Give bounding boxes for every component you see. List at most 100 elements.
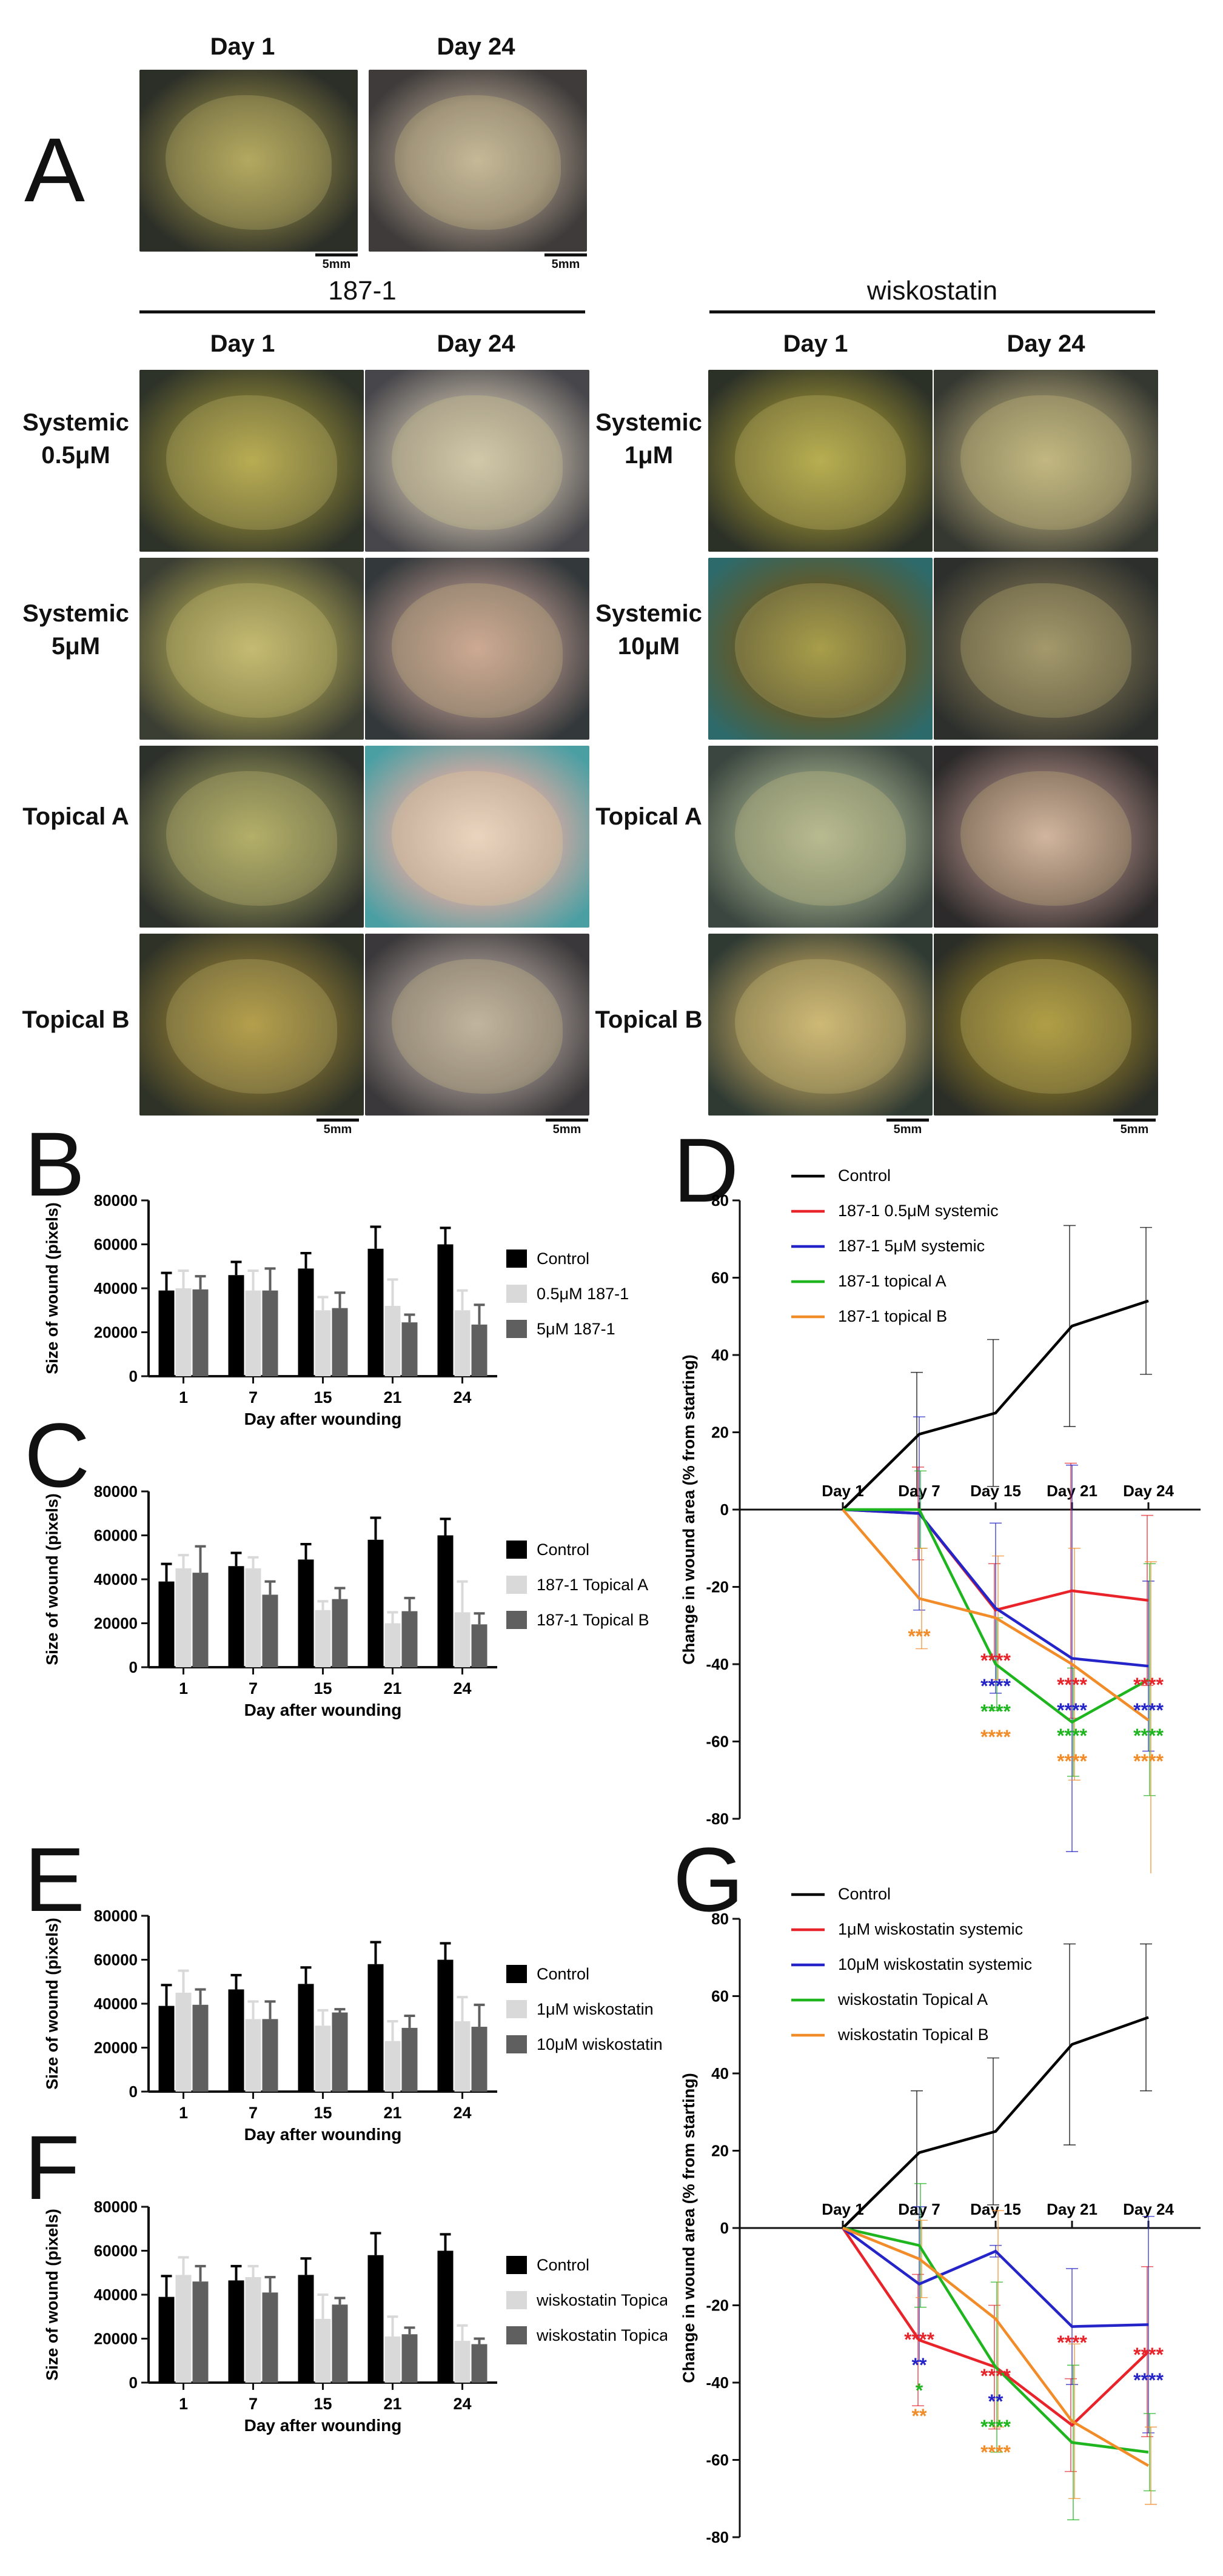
bar-3 — [192, 2281, 209, 2383]
g1-row-label-4: Topical B — [22, 1006, 130, 1033]
y-tick-label: 80000 — [94, 1907, 138, 1925]
legend-label: Control — [838, 1885, 891, 1903]
bar-2 — [175, 2275, 192, 2383]
panel-letter-b: B — [24, 1113, 85, 1215]
legend-label: wiskostatin Topical A — [837, 1990, 988, 2009]
x-tick-label: 21 — [383, 1388, 401, 1407]
g2-photo-r3-day1 — [708, 746, 933, 928]
bar-3 — [192, 1289, 209, 1376]
g2-row-label-1: Systemic 1μM — [595, 409, 702, 469]
y-tick-label: -80 — [706, 2528, 729, 2546]
bar-2 — [384, 2336, 401, 2383]
legend-label: wiskostatin Topical B — [536, 2326, 667, 2344]
x-axis-title: Day after wounding — [244, 2125, 402, 2144]
y-tick-label: 60000 — [94, 1527, 138, 1545]
significance-mark: **** — [980, 1650, 1011, 1671]
legend-label: 1μM wiskostatin systemic — [838, 1920, 1023, 1938]
bar-1 — [228, 2280, 244, 2383]
legend-swatch — [506, 2326, 527, 2344]
bar-1 — [437, 1535, 454, 1667]
x-axis-title: Day after wounding — [244, 1701, 402, 1719]
bar-1 — [158, 2006, 175, 2092]
series-line-4 — [843, 1508, 1150, 1724]
y-tick-label: -60 — [706, 1733, 729, 1751]
scalebar-g1-1: 5mm — [317, 1119, 359, 1137]
legend-label: 10μM wiskostatin systemic — [838, 1955, 1032, 1973]
g2-row-label-2: Systemic 10μM — [595, 600, 702, 660]
x-tick-label: 15 — [313, 1388, 332, 1407]
legend-label: 187-1 topical A — [838, 1272, 947, 1290]
significance-mark: *** — [908, 1625, 931, 1647]
legend-swatch — [506, 1576, 527, 1594]
y-axis-title: Change in wound area (% from starting) — [680, 1354, 698, 1665]
y-tick-label: 0 — [129, 2374, 138, 2392]
y-axis-title: Size of wound (pixels) — [43, 1918, 61, 2090]
significance-mark: * — [916, 2380, 923, 2401]
x-tick-label: Day 21 — [1047, 2200, 1097, 2218]
significance-mark: **** — [1057, 1750, 1087, 1772]
y-axis-title: Size of wound (pixels) — [43, 2209, 61, 2381]
y-tick-label: 80 — [711, 1910, 729, 1928]
legend-swatch — [506, 1541, 527, 1559]
bar-1 — [437, 1959, 454, 2092]
legend-swatch — [506, 2291, 527, 2309]
bar-2 — [245, 1568, 261, 1667]
y-tick-label: 0 — [129, 1367, 138, 1385]
y-tick-label: 80000 — [94, 2198, 138, 2216]
bar-2 — [175, 1568, 192, 1667]
scalebar-top-2: 5mm — [544, 253, 587, 272]
x-tick-label: 7 — [249, 1679, 258, 1698]
significance-mark: **** — [980, 1701, 1011, 1722]
x-tick-label: 24 — [453, 2104, 471, 2122]
significance-mark: **** — [980, 1726, 1011, 1748]
g1-day1-label: Day 1 — [210, 330, 275, 357]
panel-letter-g: G — [673, 1828, 744, 1930]
bar-1 — [437, 1244, 454, 1376]
chart-d: 80 60 40 20 0 -20 -40 -60 -80 Change in wound are… — [680, 1166, 1201, 1873]
top-photo-day1 — [139, 70, 358, 252]
g2-day1-label: Day 1 — [783, 330, 848, 357]
y-tick-label: 80000 — [94, 1482, 138, 1500]
series-line-3 — [842, 2227, 1149, 2328]
x-tick-label: Day 1 — [822, 1482, 863, 1500]
y-tick-label: 40 — [711, 1346, 729, 1364]
significance-mark: **** — [904, 2329, 934, 2350]
y-tick-label: -60 — [706, 2451, 729, 2469]
legend-label: wiskostatin Topical A — [536, 2291, 667, 2309]
y-tick-label: 60000 — [94, 2242, 138, 2260]
significance-mark: **** — [1057, 1674, 1087, 1696]
legend-label: 187-1 topical B — [838, 1307, 947, 1325]
bar-2 — [315, 2026, 331, 2092]
bar-2 — [175, 1992, 192, 2092]
g2-photo-r2-day1 — [708, 558, 933, 740]
y-tick-label: 20000 — [94, 1323, 138, 1342]
y-tick-label: -80 — [706, 1810, 729, 1828]
series-line-1 — [842, 1299, 1149, 1511]
legend-label: 187-1 5μM systemic — [838, 1237, 985, 1255]
chart-b: 0 20000 40000 60000 80000 Size of wound (pixe… — [43, 1191, 629, 1428]
group-wiskostatin-rule — [709, 310, 1155, 313]
y-tick-label: 80 — [711, 1191, 729, 1209]
y-tick-label: 20000 — [94, 2330, 138, 2348]
y-tick-label: 20000 — [94, 1614, 138, 1633]
significance-mark: **** — [1133, 1674, 1164, 1696]
legend-swatch — [506, 2256, 527, 2274]
y-tick-label: -20 — [706, 1578, 729, 1596]
bar-2 — [454, 2341, 471, 2383]
group-187-1-title: 187-1 — [328, 276, 397, 306]
legend-label: Control — [537, 1541, 589, 1559]
x-tick-label: Day 15 — [970, 2200, 1021, 2218]
legend-label: 187-1 0.5μM systemic — [838, 1202, 999, 1220]
panel-letter-d: D — [673, 1119, 739, 1221]
y-axis-title: Change in wound area (% from starting) — [680, 2073, 698, 2383]
significance-mark: **** — [1057, 1699, 1087, 1721]
chart-f: 0 20000 40000 60000 80000 Size of wound (pixe… — [43, 2198, 667, 2435]
bar-2 — [175, 1288, 192, 1376]
top-day24-label: Day 24 — [437, 33, 515, 60]
g2-row-label-4: Topical B — [595, 1006, 703, 1033]
bar-2 — [454, 1310, 471, 1376]
y-tick-label: 20 — [711, 1423, 729, 1442]
bar-1 — [158, 1290, 175, 1376]
bar-3 — [471, 1624, 488, 1667]
bar-2 — [384, 1306, 401, 1376]
